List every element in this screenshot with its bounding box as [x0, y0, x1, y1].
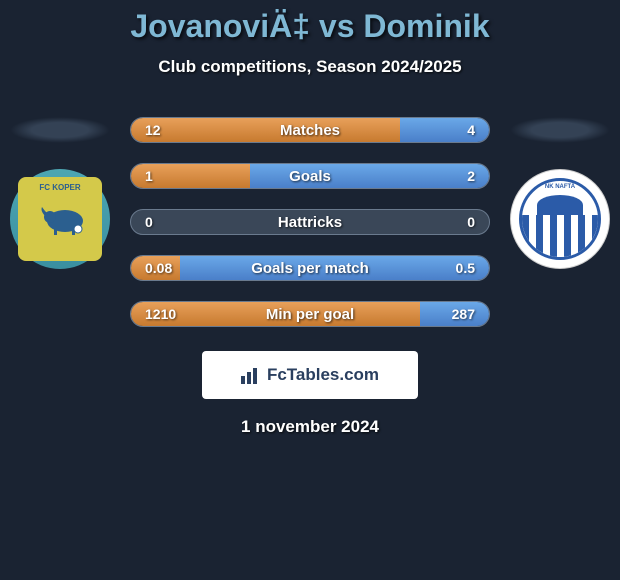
stat-bar: 0 0 Hattricks — [130, 209, 490, 235]
left-badge-text: FC KOPER — [39, 183, 80, 192]
bar-left-value: 12 — [145, 122, 161, 138]
stat-bar: 1210 287 Min per goal — [130, 301, 490, 327]
bar-right-value: 287 — [452, 306, 475, 322]
bar-fill-left — [131, 118, 400, 142]
bar-label: Matches — [280, 122, 340, 139]
right-badge-inner: NK NAFTA — [519, 178, 601, 260]
page-title: JovanoviÄ‡ vs Dominik — [0, 8, 620, 45]
subtitle: Club competitions, Season 2024/2025 — [0, 57, 620, 77]
bar-label: Goals per match — [251, 260, 369, 277]
right-team-column: NK NAFTA — [510, 117, 610, 269]
badge-dome-icon — [537, 195, 583, 215]
brand-box: FcTables.com — [202, 351, 418, 399]
bar-chart-icon — [241, 366, 263, 384]
left-team-column: FC KOPER — [10, 117, 110, 269]
bar-right-value: 2 — [467, 168, 475, 184]
stat-bar: 0.08 0.5 Goals per match — [130, 255, 490, 281]
bar-fill-right — [400, 118, 490, 142]
right-badge-text: NK NAFTA — [545, 184, 575, 190]
bull-icon — [30, 199, 90, 239]
stat-bars: 124Matches12Goals00Hattricks0.080.5Goals… — [130, 117, 490, 327]
bar-left-value: 0.08 — [145, 260, 172, 276]
date-text: 1 november 2024 — [0, 417, 620, 437]
bar-right-value: 4 — [467, 122, 475, 138]
bar-left-value: 1 — [145, 168, 153, 184]
content-row: FC KOPER 124Matches12Goals00Hattricks0.0… — [0, 117, 620, 327]
bar-label: Hattricks — [278, 214, 342, 231]
bar-left-value: 1210 — [145, 306, 176, 322]
bar-label: Goals — [289, 168, 331, 185]
stat-bar: 12 4 Matches — [130, 117, 490, 143]
brand-text: FcTables.com — [267, 365, 379, 385]
comparison-infographic: JovanoviÄ‡ vs Dominik Club competitions,… — [0, 0, 620, 437]
logo-shadow — [10, 117, 110, 143]
bar-label: Min per goal — [266, 306, 354, 323]
bar-fill-right — [250, 164, 489, 188]
left-team-badge: FC KOPER — [10, 169, 110, 269]
stat-bar: 1 2 Goals — [130, 163, 490, 189]
right-team-badge: NK NAFTA — [510, 169, 610, 269]
bar-left-value: 0 — [145, 214, 153, 230]
left-badge-inner: FC KOPER — [18, 177, 102, 261]
bar-right-value: 0.5 — [456, 260, 475, 276]
bar-right-value: 0 — [467, 214, 475, 230]
badge-stripes-icon — [522, 215, 598, 257]
logo-shadow — [510, 117, 610, 143]
